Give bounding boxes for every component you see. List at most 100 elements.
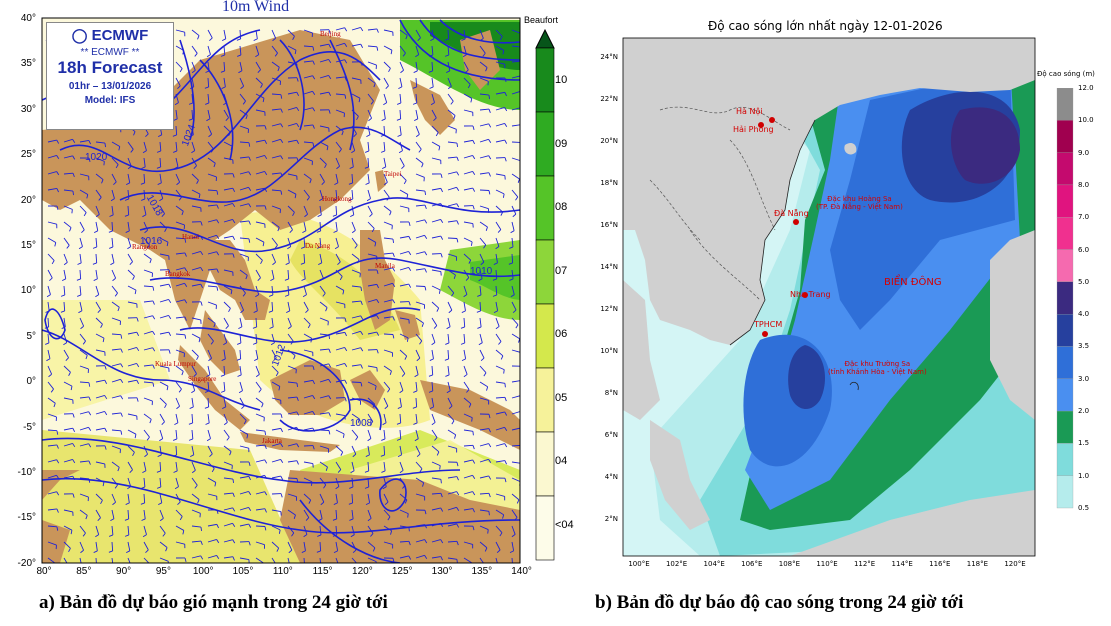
- wave-map: [622, 37, 1036, 557]
- caption-wave-map: b) Bản đồ dự báo độ cao sóng trong 24 gi…: [595, 592, 964, 613]
- colorbar-label: 06: [555, 328, 568, 340]
- lon-tick-label: 135°: [471, 566, 493, 577]
- lat-tick-label: 10°N: [600, 347, 618, 355]
- colorbar-segment: [1056, 475, 1074, 509]
- colorbar-segment: [1056, 378, 1074, 412]
- colorbar-segment: [535, 175, 555, 241]
- lon-tick-label: 112°E: [853, 560, 876, 568]
- lon-tick-label: 85°: [76, 566, 92, 577]
- ecmwf-logo: ◯ ECMWF: [71, 27, 149, 44]
- lon-tick-label: 102°E: [665, 560, 688, 568]
- lon-tick-label: 110°: [272, 566, 293, 577]
- colorbar-segment: [535, 367, 555, 433]
- isobar-label: 1008: [350, 418, 373, 429]
- colorbar-label: 2.0: [1078, 407, 1090, 416]
- colorbar-label: 9.0: [1078, 148, 1090, 157]
- city-label: Taipei: [384, 170, 402, 178]
- archipelago-label-truong-sa: Đặc khu Trường Sa (tỉnh Khánh Hòa - Việt…: [828, 360, 927, 376]
- city-label: Bangkok: [165, 270, 191, 278]
- lat-tick-label: 15°: [20, 240, 36, 251]
- city-label: Rangoon: [132, 243, 158, 251]
- wind-map-title: 10m Wind: [222, 0, 290, 15]
- wave-map-title: Độ cao sóng lớn nhất ngày 12-01-2026: [708, 19, 943, 33]
- lat-tick-label: 2°N: [604, 515, 618, 523]
- city-dot: [793, 219, 799, 225]
- lat-tick-label: 14°N: [600, 263, 618, 271]
- colorbar-segment: [1056, 443, 1074, 476]
- place-label: Đà Nẵng: [774, 209, 809, 218]
- colorbar-segment: [1056, 346, 1074, 379]
- lon-tick-label: 114°E: [891, 560, 913, 568]
- lat-tick-label: 22°N: [600, 95, 618, 103]
- lon-tick-label: 104°E: [703, 560, 725, 568]
- lat-tick-label: 20°N: [600, 137, 618, 145]
- colorbar-segment: [1056, 88, 1074, 121]
- lon-tick-label: 90°: [116, 566, 132, 577]
- lon-tick-label: 110°E: [816, 560, 838, 568]
- beaufort-colorbar: [535, 28, 555, 561]
- colorbar-label: 0.5: [1078, 504, 1090, 512]
- city-label: Jakarta: [262, 437, 282, 445]
- archipelago-label-hoang-sa: Đặc khu Hoàng Sa (TP. Đà Nẵng - Việt Nam…: [816, 195, 903, 211]
- lat-tick-label: 12°N: [600, 305, 618, 313]
- colorbar-label: 12.0: [1078, 84, 1094, 92]
- colorbar-label: 04: [555, 455, 568, 467]
- beaufort-colorbar-title: Beaufort: [524, 15, 559, 25]
- lat-tick-label: 18°N: [600, 179, 618, 187]
- lat-tick-label: -5°: [23, 421, 36, 433]
- city-dot: [802, 292, 808, 298]
- colorbar-segment: [535, 495, 555, 561]
- colorbar-segment: [1056, 184, 1074, 218]
- lon-tick-label: 118°E: [966, 560, 989, 568]
- lon-tick-label: 130°: [431, 566, 453, 577]
- city-dot: [769, 117, 775, 123]
- wind-map-panel: 10m Wind: [0, 0, 580, 590]
- isobar-label: 1016: [140, 236, 163, 247]
- caption-wind-map: a) Bản đồ dự báo gió mạnh trong 24 giờ t…: [39, 592, 388, 613]
- lat-tick-label: -15°: [17, 512, 36, 524]
- colorbar-segment: [1056, 410, 1074, 444]
- colorbar-label: 8.0: [1078, 180, 1090, 189]
- lat-tick-label: 24°N: [600, 53, 618, 61]
- colorbar-segment: [1056, 120, 1074, 153]
- lon-tick-label: 108°E: [778, 560, 801, 568]
- forecast-datetime: 01hr – 13/01/2026: [68, 81, 152, 92]
- lat-tick-label: 4°N: [604, 473, 618, 481]
- colorbar-label: <04: [555, 518, 574, 531]
- lon-tick-label: 115°: [312, 566, 333, 577]
- city-label: Hongkong: [322, 195, 352, 203]
- city-label: Hanoi: [182, 233, 200, 241]
- lon-tick-label: 105°: [232, 566, 254, 577]
- colorbar-label: 10: [555, 74, 568, 86]
- place-label: Nha Trang: [790, 290, 831, 299]
- colorbar-segment: [535, 111, 555, 177]
- wind-map: [41, 17, 521, 564]
- forecast-label: 18h Forecast: [57, 58, 163, 77]
- city-dot: [758, 122, 764, 128]
- lon-tick-label: 106°E: [741, 560, 763, 568]
- lon-tick-label: 95°: [155, 566, 171, 577]
- lat-tick-label: -20°: [17, 557, 36, 569]
- lon-tick-label: 140°: [511, 566, 532, 577]
- city-label: Beijing: [320, 30, 341, 38]
- sea-name-label: BIỂN ĐÔNG: [884, 277, 942, 288]
- lat-tick-label: -10°: [17, 467, 36, 478]
- colorbar-segment: [535, 47, 555, 113]
- city-dot: [762, 331, 768, 337]
- lat-tick-label: 25°: [20, 149, 36, 161]
- lon-tick-label: 120°: [352, 566, 373, 577]
- ecmwf-logo-box: ◯ ECMWF ** ECMWF ** 18h Forecast 01hr – …: [46, 22, 174, 130]
- colorbar-label: 1.0: [1078, 471, 1090, 480]
- colorbar-label: 10.0: [1078, 116, 1094, 125]
- lat-tick-label: 20°: [20, 194, 36, 206]
- colorbar-label: 4.0: [1078, 310, 1090, 319]
- lat-tick-label: 5°: [26, 330, 36, 342]
- colorbar-label: 5.0: [1078, 277, 1090, 286]
- colorbar-label: 08: [555, 201, 568, 213]
- city-label: Singapore: [188, 375, 217, 383]
- colorbar-segment: [1056, 152, 1074, 186]
- isobar-label: 1020: [85, 152, 108, 163]
- wave-map-panel: Độ cao sóng lớn nhất ngày 12-01-2026: [590, 0, 1111, 590]
- lon-tick-label: 120°E: [1004, 560, 1026, 568]
- lat-tick-label: 16°N: [600, 221, 618, 229]
